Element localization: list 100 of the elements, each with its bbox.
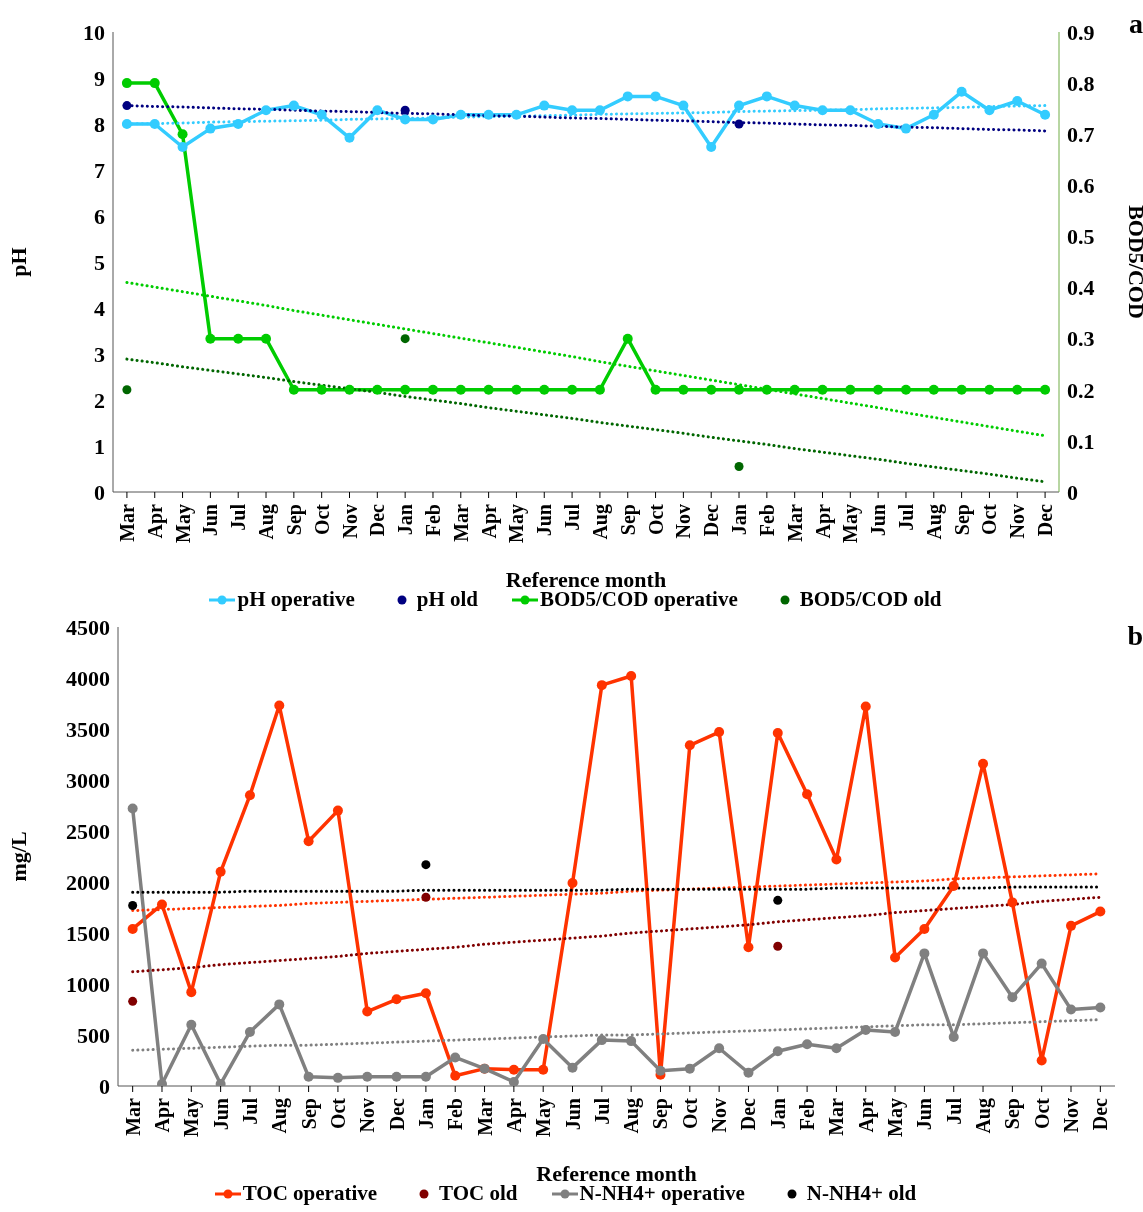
point — [714, 727, 725, 738]
point — [127, 803, 138, 814]
x-tick-label: Nov — [1060, 1098, 1083, 1133]
x-tick-label: Apr — [143, 503, 167, 539]
x-tick-label: Aug — [922, 504, 946, 540]
x-tick-label: Nov — [672, 504, 695, 539]
text: b — [1127, 620, 1143, 652]
x-tick-label: May — [171, 504, 195, 543]
point — [372, 105, 383, 116]
y-tick-label: 2 — [94, 387, 105, 413]
point — [626, 1036, 637, 1047]
point — [421, 892, 431, 902]
point — [714, 1043, 725, 1054]
y-tick-label: 6 — [94, 203, 105, 229]
point — [344, 132, 355, 143]
point — [127, 923, 138, 934]
point — [831, 1043, 842, 1054]
point — [817, 105, 828, 116]
x-tick-label: May — [532, 1098, 556, 1137]
point — [845, 105, 856, 116]
y-tick-label: 2000 — [66, 869, 110, 895]
x-tick-label: Sep — [649, 1098, 673, 1130]
point — [890, 952, 901, 963]
point — [900, 384, 911, 395]
x-tick-label: Dec — [1034, 503, 1057, 537]
x-tick-label: Jul — [561, 503, 584, 531]
legend-label: BOD5/COD old — [799, 587, 942, 612]
point — [772, 1046, 783, 1057]
legend-label: TOC old — [439, 1181, 518, 1206]
point — [594, 105, 605, 116]
point — [948, 881, 959, 892]
text: a — [1129, 8, 1143, 40]
point — [845, 384, 856, 395]
point — [678, 384, 689, 395]
x-tick-label: Mar — [473, 1097, 496, 1136]
y-tick-label: 3500 — [66, 716, 110, 742]
x-tick-label: Jul — [894, 503, 917, 531]
point — [919, 923, 930, 934]
x-tick-label: Dec — [737, 1097, 760, 1131]
x-tick-label: Mar — [449, 503, 472, 542]
y-tick-label: 10 — [83, 19, 105, 45]
x-tick-label: Jun — [209, 1098, 232, 1131]
point — [215, 1078, 226, 1086]
x-tick-label: Nov — [356, 1098, 379, 1133]
point — [128, 900, 138, 910]
point — [706, 384, 717, 395]
point — [186, 1019, 197, 1030]
point — [244, 790, 255, 801]
y-tick-label: 0 — [94, 479, 105, 505]
point — [928, 384, 939, 395]
x-tick-label: Jul — [227, 503, 250, 531]
y-tick-label: 2500 — [66, 818, 110, 844]
point — [149, 119, 160, 129]
y2-tick-label: 0.5 — [1067, 224, 1095, 250]
legend-label: TOC operative — [242, 1181, 378, 1206]
y2-tick-label: 0.1 — [1067, 428, 1095, 454]
y-tick-label: 500 — [77, 1022, 110, 1048]
point — [205, 333, 216, 344]
x-tick-label: Apr — [502, 1097, 526, 1133]
point — [177, 129, 188, 140]
point — [400, 334, 410, 344]
point — [594, 384, 605, 395]
point — [789, 384, 800, 395]
point — [288, 100, 299, 111]
point — [121, 119, 132, 129]
point — [978, 758, 989, 769]
y-axis-title: mg/L — [5, 831, 31, 882]
point — [450, 1052, 461, 1063]
y-tick-label: 1000 — [66, 971, 110, 997]
point — [427, 384, 438, 395]
point — [761, 91, 772, 102]
point — [734, 119, 744, 129]
point — [1036, 958, 1047, 969]
x-tick-label: Mar — [825, 1097, 848, 1136]
x-tick-label: Jan — [766, 1098, 789, 1130]
point — [156, 1078, 167, 1086]
point — [332, 805, 343, 816]
point — [734, 461, 744, 471]
x-tick-label: Oct — [326, 1097, 349, 1130]
line-series — [131, 895, 1102, 974]
y-tick-label: 3 — [94, 341, 105, 367]
point — [362, 1071, 373, 1082]
point — [511, 109, 522, 120]
point — [122, 101, 132, 111]
point — [928, 109, 939, 120]
point — [978, 948, 989, 959]
point — [650, 384, 661, 395]
point — [802, 789, 813, 800]
x-tick-label: Dec — [1089, 1097, 1112, 1131]
point — [421, 860, 431, 870]
x-tick-label: Oct — [644, 503, 667, 536]
x-tick-label: Aug — [588, 504, 612, 540]
point — [626, 670, 637, 681]
x-tick-label: Mar — [115, 503, 138, 542]
point — [1040, 109, 1051, 120]
x-tick-label: Jul — [238, 1097, 261, 1125]
point — [1095, 1002, 1106, 1013]
legend-label: pH operative — [237, 587, 355, 612]
y-tick-label: 7 — [94, 157, 105, 183]
point — [956, 86, 967, 97]
